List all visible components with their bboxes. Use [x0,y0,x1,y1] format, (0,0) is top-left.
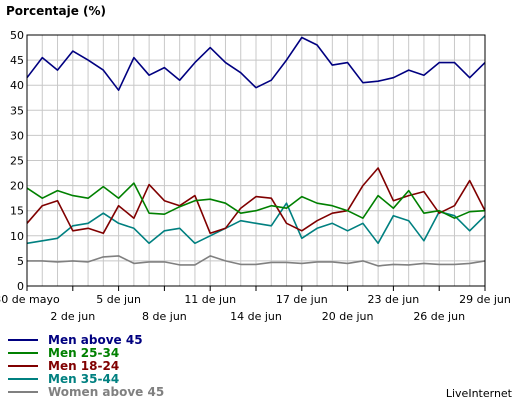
series-line-women-above-45 [27,255,486,267]
legend-swatch [8,351,38,354]
y-tick-label: 0 [17,280,24,293]
series-line-men-35-44 [26,202,486,245]
y-tick-label: 20 [10,180,24,193]
x-tick-label: 11 de jun [184,293,236,306]
legend-label: Men 35-44 [48,371,120,386]
y-tick-label: 25 [10,155,24,168]
credit-label: LiveInternet [445,387,512,400]
y-tick-label: 10 [10,230,24,243]
y-tick-label: 40 [10,79,24,92]
legend-swatch [8,390,38,393]
y-tick-label: 50 [10,29,24,42]
x-tick-label: 17 de jun [276,293,328,306]
y-tick-label: 35 [10,104,24,117]
legend-label: Men 18-24 [48,358,120,373]
x-tick-label: 29 de jun [459,293,511,306]
legend-item: Women above 45 [8,384,165,399]
chart-title: Porcentaje (%) [6,4,107,18]
x-tick-label: 20 de jun [322,310,374,323]
legend-item: Men 35-44 [8,371,164,386]
y-axis: 0 5 10 15 20 25 30 35 40 45 50 [10,29,24,293]
legend-label: Men above 45 [48,332,143,347]
x-axis: 30 de mayo 5 de jun 11 de jun 17 de jun 23 d… [0,286,511,323]
line-chart: 0 5 10 15 20 25 30 35 40 45 50 30 de mayo 5 de jun 1… [0,29,511,323]
x-tick-label: 30 de mayo [0,293,60,306]
series-line-men-above-45 [26,36,486,91]
plot-frame [26,34,486,287]
series-lines [26,36,486,267]
y-tick-label: 30 [10,129,24,142]
legend-label: Women above 45 [48,384,165,399]
x-tick-label: 8 de jun [142,310,187,323]
series-line-men-25-34 [26,182,486,219]
legend: Men above 45 Men 25-34 Men 18-24 Men 35-44 W… [8,332,165,399]
legend-item: Men 25-34 [8,345,164,360]
x-tick-label: 23 de jun [368,293,420,306]
legend-swatch [8,364,38,367]
x-tick-label: 5 de jun [96,293,141,306]
x-tick-label: 2 de jun [50,310,95,323]
legend-item: Men above 45 [8,332,164,347]
x-tick-label: 26 de jun [413,310,465,323]
y-tick-label: 45 [10,54,24,67]
legend-label: Men 25-34 [48,345,120,360]
legend-swatch [8,338,38,341]
y-tick-label: 5 [17,255,24,268]
y-tick-label: 15 [10,205,24,218]
legend-item: Men 18-24 [8,358,164,373]
legend-swatch [8,377,38,380]
series-line-men-18-24 [26,167,486,235]
x-tick-label: 14 de jun [230,310,282,323]
